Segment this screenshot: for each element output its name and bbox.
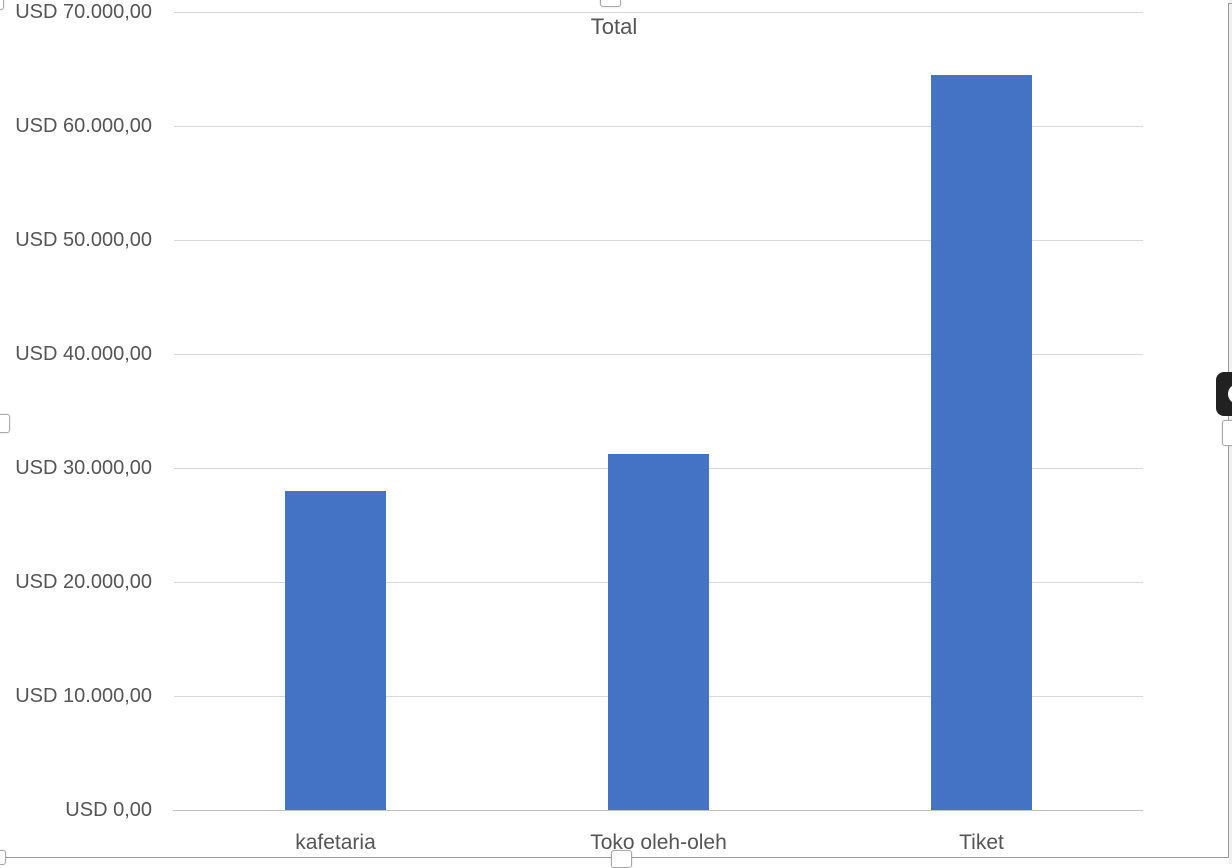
- gridline: [174, 240, 1143, 241]
- selection-handle-bottom-center[interactable]: [611, 850, 632, 868]
- y-tick-label: USD 10.000,00: [15, 685, 152, 707]
- selection-handle-right-middle[interactable]: [1222, 420, 1232, 446]
- selection-handle-left-middle[interactable]: [0, 414, 10, 433]
- bar-Toko oleh-oleh[interactable]: [608, 454, 709, 810]
- y-tick-label: USD 20.000,00: [15, 571, 152, 593]
- chart-border-corner: [1228, 3, 1232, 4]
- y-tick-label: USD 60.000,00: [15, 115, 152, 137]
- selection-handle-top-center[interactable]: [600, 0, 621, 7]
- circle-icon: [1228, 384, 1232, 404]
- x-axis-line: [173, 810, 1143, 811]
- gridline: [174, 12, 1143, 13]
- y-tick-label: USD 30.000,00: [15, 457, 152, 479]
- y-tick-label: USD 70.000,00: [15, 1, 152, 23]
- y-tick-label: USD 0,00: [65, 799, 152, 821]
- x-tick-label: kafetaria: [295, 831, 376, 854]
- gridline: [174, 354, 1143, 355]
- y-tick-label: USD 50.000,00: [15, 229, 152, 251]
- bar-kafetaria[interactable]: [285, 490, 386, 810]
- y-tick-label: USD 40.000,00: [15, 343, 152, 365]
- x-tick-label: Toko oleh-oleh: [590, 831, 727, 854]
- gridline: [174, 126, 1143, 127]
- selection-handle-top-left[interactable]: [0, 0, 4, 10]
- chart-title[interactable]: Total: [590, 14, 638, 39]
- selection-handle-bottom-left[interactable]: [0, 850, 6, 865]
- x-tick-label: Tiket: [959, 831, 1004, 854]
- bar-Tiket[interactable]: [931, 74, 1032, 810]
- chart-side-button[interactable]: [1216, 372, 1232, 416]
